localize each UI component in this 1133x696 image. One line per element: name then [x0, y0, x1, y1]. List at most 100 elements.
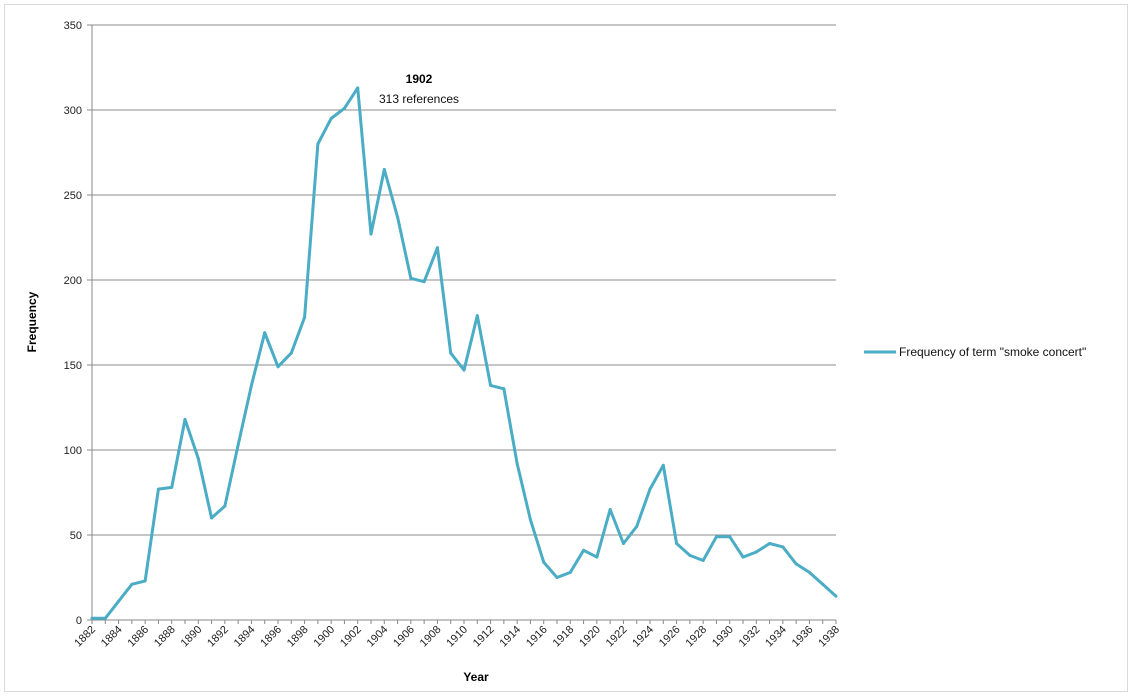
data-point	[422, 280, 426, 284]
y-axis-title: Frequency	[25, 291, 39, 352]
x-tick-label: 1938	[816, 624, 842, 650]
data-points	[90, 86, 838, 620]
data-point	[475, 314, 479, 318]
chart-frame	[4, 4, 1128, 692]
data-point	[369, 232, 373, 236]
y-axis-ticks: 0 50 100 150 200 250 300 350	[64, 20, 92, 627]
x-tick-label: 1924	[630, 624, 656, 650]
x-tick-label: 1888	[152, 624, 178, 650]
x-axis-title: Year	[463, 670, 489, 684]
data-point	[489, 383, 493, 387]
x-axis-ticks: 1882 1884 1886 1888 1890 1892 1894 1896 1898 1900…	[72, 620, 842, 649]
x-tick-label: 1896	[258, 624, 284, 650]
data-point	[688, 553, 692, 557]
x-tick-label: 1908	[418, 624, 444, 650]
data-point	[249, 383, 253, 387]
data-point	[263, 331, 267, 335]
x-tick-label: 1884	[99, 624, 125, 650]
x-tick-label: 1882	[72, 624, 98, 650]
data-point	[528, 518, 532, 522]
data-point	[396, 215, 400, 219]
x-tick-label: 1936	[790, 624, 816, 650]
data-point	[156, 487, 160, 491]
data-point	[595, 555, 599, 559]
data-point	[196, 457, 200, 460]
peak-annotation-year: 1902	[406, 72, 433, 86]
data-point	[356, 86, 360, 90]
data-point	[117, 599, 121, 603]
data-point	[741, 555, 745, 559]
series-group	[92, 86, 838, 620]
data-point	[515, 462, 519, 466]
data-point	[568, 570, 572, 574]
data-point	[130, 582, 134, 586]
data-point	[103, 616, 107, 620]
x-tick-label: 1926	[657, 624, 683, 650]
data-point	[675, 542, 679, 545]
x-tick-label: 1920	[577, 624, 603, 650]
data-point	[821, 582, 825, 586]
data-point	[582, 548, 586, 552]
x-tick-label: 1894	[232, 624, 258, 650]
x-tick-label: 1904	[365, 624, 391, 650]
y-tick-label: 200	[64, 275, 82, 287]
x-tick-label: 1934	[763, 624, 789, 650]
data-point	[223, 504, 227, 508]
data-point	[728, 535, 732, 539]
x-tick-label: 1932	[737, 624, 763, 650]
data-point	[303, 315, 307, 319]
legend: Frequency of term "smoke concert"	[864, 345, 1086, 359]
y-tick-label: 0	[76, 615, 82, 627]
x-tick-label: 1914	[497, 624, 523, 650]
x-tick-label: 1910	[444, 624, 470, 650]
peak-annotation-text: 313 references	[379, 92, 459, 106]
data-point	[90, 616, 94, 620]
y-tick-label: 50	[70, 530, 82, 542]
x-tick-label: 1930	[710, 624, 736, 650]
x-tick-label: 1918	[551, 624, 577, 650]
data-point	[635, 525, 639, 528]
data-point	[382, 168, 386, 171]
data-point	[807, 570, 811, 574]
x-axis	[91, 25, 836, 621]
legend-label: Frequency of term "smoke concert"	[899, 345, 1086, 359]
data-point	[542, 560, 546, 564]
x-tick-label: 1922	[604, 624, 630, 650]
data-point	[449, 351, 453, 355]
x-tick-label: 1906	[391, 624, 417, 650]
data-point	[462, 368, 466, 372]
data-point	[289, 351, 293, 355]
gridlines	[92, 24, 836, 621]
data-point	[648, 487, 652, 491]
data-point	[329, 117, 333, 120]
y-tick-label: 300	[64, 105, 82, 117]
data-point	[170, 485, 174, 489]
y-tick-label: 150	[64, 360, 82, 372]
data-point	[794, 562, 798, 566]
x-tick-label: 1890	[179, 624, 205, 650]
data-point	[781, 545, 785, 549]
y-tick-label: 100	[64, 445, 82, 457]
data-point	[701, 559, 705, 562]
y-tick-label: 250	[64, 190, 82, 202]
data-point	[183, 417, 187, 421]
x-tick-label: 1898	[285, 624, 311, 650]
data-point	[621, 542, 625, 545]
data-point	[342, 106, 346, 110]
series-line	[92, 86, 838, 620]
x-tick-label: 1902	[338, 624, 364, 650]
y-tick-label: 350	[64, 20, 82, 32]
data-point	[409, 276, 413, 280]
data-point	[316, 142, 320, 146]
data-point	[834, 594, 838, 598]
x-tick-label: 1892	[205, 624, 231, 650]
data-point	[714, 535, 718, 539]
data-point	[210, 516, 214, 520]
data-point	[502, 387, 506, 391]
data-point	[435, 246, 439, 250]
data-point	[768, 542, 772, 545]
data-point	[661, 463, 665, 467]
data-point	[555, 576, 559, 579]
data-point	[608, 508, 612, 511]
